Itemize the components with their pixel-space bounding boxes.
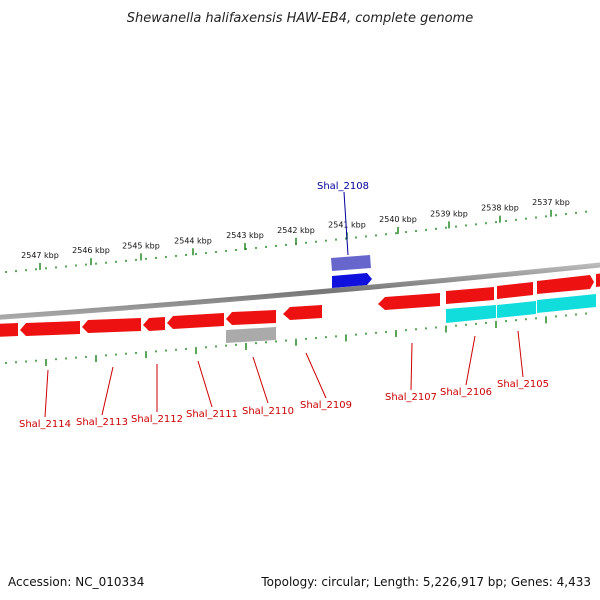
upper-tick-label: 2538 kbp xyxy=(481,204,519,213)
gene-shal-2110-grey[interactable] xyxy=(226,327,276,343)
upper-tick-label: 2545 kbp xyxy=(122,241,160,250)
lower-scale xyxy=(5,312,587,366)
gene-cyan-3[interactable] xyxy=(537,294,596,313)
gene-shal-2106[interactable] xyxy=(446,287,494,304)
gene-shal-2108-blue[interactable] xyxy=(332,273,372,288)
gene-label[interactable]: Shal_2105 xyxy=(497,379,549,390)
upper-tick-label: 2546 kbp xyxy=(72,246,110,255)
gene-label[interactable]: Shal_2113 xyxy=(76,417,128,428)
upper-tick-label: 2547 kbp xyxy=(21,251,59,260)
upper-tick-label: 2540 kbp xyxy=(379,215,417,224)
upper-tick-label: 2539 kbp xyxy=(430,209,468,218)
gene-label[interactable]: Shal_2111 xyxy=(186,409,238,420)
reverse-strand xyxy=(0,305,322,343)
callout-line xyxy=(410,342,413,391)
gene-label[interactable]: Shal_2107 xyxy=(385,392,437,403)
top-gene-group: Shal_2108 xyxy=(317,181,372,288)
gene-shal-2110[interactable] xyxy=(226,310,276,325)
callout-line xyxy=(44,369,49,418)
accession-label: Accession: NC_010334 xyxy=(8,575,144,589)
callout-line-shal-2108 xyxy=(343,191,349,256)
callout-line xyxy=(252,356,269,404)
gene-label-shal-2108[interactable]: Shal_2108 xyxy=(317,181,369,192)
upper-tick-label: 2541 kbp xyxy=(328,220,366,229)
gene-shal-2112[interactable] xyxy=(143,317,165,331)
genome-backbone xyxy=(0,262,600,320)
gene-label[interactable]: Shal_2110 xyxy=(242,406,294,417)
bottom-gene-labels: Shal_2114 Shal_2113 Shal_2112 Shal_2111 Shal… xyxy=(19,330,549,430)
gene-shal-2105[interactable] xyxy=(497,282,533,299)
gene-shal-2114-left[interactable] xyxy=(0,323,18,337)
gene-label[interactable]: Shal_2114 xyxy=(19,419,71,430)
gene-shal-2108-purple[interactable] xyxy=(331,255,371,271)
gene-label[interactable]: Shal_2112 xyxy=(131,414,183,425)
callout-line xyxy=(305,352,327,399)
forward-strand xyxy=(378,273,600,323)
gene-shal-2107[interactable] xyxy=(378,293,440,310)
callout-line xyxy=(101,366,114,416)
gene-label[interactable]: Shal_2106 xyxy=(440,387,492,398)
upper-scale: 2547 kbp 2546 kbp 2545 kbp 2544 kbp 2543 kbp… xyxy=(5,198,587,273)
callout-line xyxy=(517,330,524,378)
gene-cyan-1[interactable] xyxy=(446,305,496,323)
gene-forward-4[interactable] xyxy=(537,275,594,294)
gene-label[interactable]: Shal_2109 xyxy=(300,400,352,411)
callout-line xyxy=(197,360,213,408)
upper-tick-label: 2542 kbp xyxy=(277,226,315,235)
gene-shal-2113[interactable] xyxy=(82,318,141,333)
upper-tick-label: 2537 kbp xyxy=(532,198,570,207)
gene-shal-2111[interactable] xyxy=(167,313,224,329)
map-title: Shewanella halifaxensis HAW-EB4, complet… xyxy=(127,11,473,26)
gene-cyan-2[interactable] xyxy=(497,301,536,318)
upper-tick-label: 2544 kbp xyxy=(174,236,212,245)
upper-tick-label: 2543 kbp xyxy=(226,231,264,240)
genome-summary: Topology: circular; Length: 5,226,917 bp… xyxy=(260,575,591,589)
gene-shal-2109[interactable] xyxy=(283,305,322,320)
gene-shal-2114[interactable] xyxy=(20,321,80,336)
callout-line xyxy=(465,335,476,386)
gene-forward-5[interactable] xyxy=(596,273,600,287)
